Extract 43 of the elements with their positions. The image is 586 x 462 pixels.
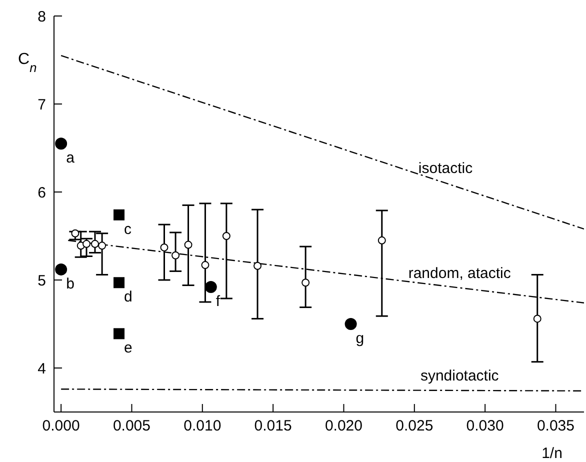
point [114, 328, 125, 340]
point [114, 209, 125, 220]
y-tick-label: 5 [38, 272, 46, 290]
annotation: b [66, 275, 74, 292]
x-tick-label: 0.035 [536, 418, 575, 435]
point [172, 251, 180, 260]
point [204, 281, 217, 294]
x-tick-label: 0.000 [42, 418, 80, 435]
annotation: random, atactic [408, 264, 512, 282]
annotation: isotactic [418, 160, 474, 178]
annotation: syndiotactic [420, 367, 500, 384]
annotation: c [124, 220, 132, 238]
x-tick-label: 0.025 [396, 418, 434, 435]
point [302, 278, 310, 287]
x-tick-label: 0.030 [466, 418, 504, 435]
point [184, 240, 192, 249]
point [90, 240, 99, 248]
annotation: f [216, 293, 221, 310]
x-tick-label: 0.005 [112, 418, 151, 435]
y-tick-label: 6 [38, 184, 46, 202]
y-tick-label: 7 [38, 96, 46, 114]
annotation: a [66, 150, 76, 167]
annotation: e [124, 340, 132, 357]
y-axis-title: C$_{n}$ [18, 51, 37, 74]
point [55, 138, 68, 150]
y-tick-label: 8 [38, 8, 46, 26]
x-tick-label: 0.020 [324, 418, 363, 435]
x-tick-label: 0.015 [254, 418, 292, 435]
point [98, 242, 106, 250]
x-axis-title: 1/n [542, 445, 562, 462]
annotation: d [124, 288, 132, 306]
point [378, 236, 386, 244]
y-tick-label: 4 [38, 360, 46, 378]
point [344, 318, 357, 330]
annotation: g [356, 330, 364, 347]
point [160, 243, 168, 252]
point [222, 232, 230, 240]
x-tick-label: 0.010 [184, 418, 222, 435]
point [533, 314, 542, 323]
point [55, 263, 68, 276]
point [201, 261, 210, 270]
point [254, 262, 262, 270]
point [114, 277, 125, 288]
